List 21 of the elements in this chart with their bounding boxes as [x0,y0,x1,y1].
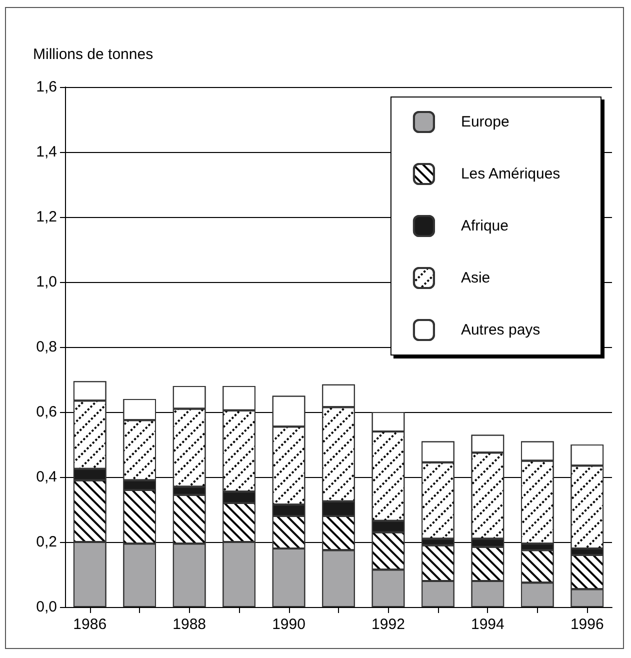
y-tick-label: 1,4 [36,144,57,160]
legend-label: Afrique [460,218,508,234]
legend-label: Asie [460,270,490,286]
x-tick-label: 1986 [73,616,107,633]
y-tick-label: 1,0 [36,274,57,290]
y-tick-label: 1,6 [36,78,57,96]
y-tick-label: 0,6 [36,404,57,420]
x-tick-label: 1994 [470,616,504,633]
x-tick-label: 1988 [172,616,206,633]
legend-label: Les Amériques [460,166,560,182]
y-tick-label: 1,2 [36,208,57,226]
y-tick-label: 0,4 [36,468,57,486]
y-tick-label: 0,8 [36,338,57,356]
y-tick-label: 0,2 [36,534,57,550]
y-axis-title: Millions de tonnes [33,46,154,63]
x-tick-label: 1992 [372,616,405,633]
y-tick-label: 0,0 [36,598,57,616]
legend-label: Autres pays [460,322,540,338]
x-tick-label: 1990 [272,616,306,633]
x-tick-label: 1996 [570,616,604,633]
legend-label: Europe [460,114,510,130]
